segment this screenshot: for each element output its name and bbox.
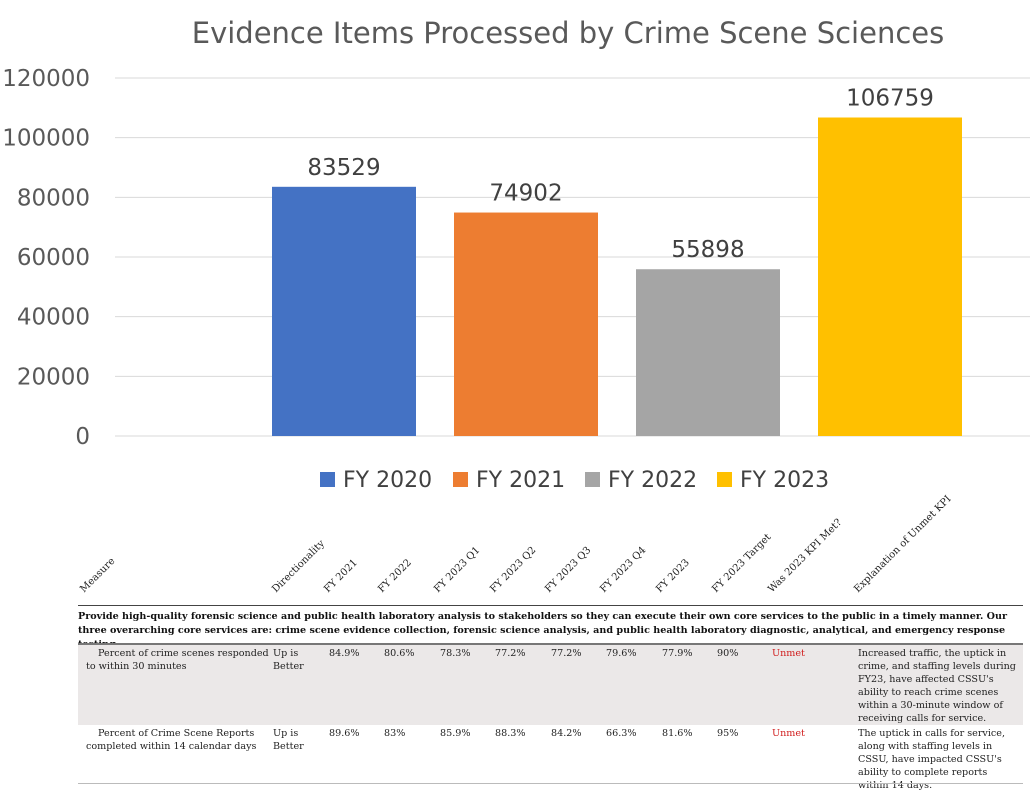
table-row: Percent of Crime Scene Reports completed… (78, 725, 1023, 791)
y-tick-label: 80000 (17, 185, 90, 211)
bars (272, 117, 962, 436)
fy2021-cell: 84.9% (329, 648, 360, 659)
measure-cell: Percent of Crime Scene Reports completed… (86, 728, 257, 752)
column-header: FY 2022 (376, 557, 414, 595)
bar-fy-2020 (272, 186, 416, 436)
legend-label: FY 2021 (476, 468, 565, 493)
table-bottom-divider (78, 783, 1023, 784)
y-tick-label: 60000 (17, 245, 90, 271)
target-cell: 95% (717, 728, 739, 739)
legend-label: FY 2020 (343, 468, 432, 493)
q1-cell: 85.9% (440, 728, 471, 739)
y-tick-label: 0 (75, 424, 90, 450)
fy2023-cell: 77.9% (662, 648, 693, 659)
data-labels: 83529 74902 55898 106759 (307, 86, 933, 264)
table-row: Percent of crime scenes responded to wit… (78, 645, 1023, 725)
target-cell: 90% (717, 648, 739, 659)
column-header: FY 2023 Q3 (543, 544, 594, 595)
column-header: FY 2023 Q2 (488, 544, 539, 595)
measure-cell: Percent of crime scenes responded to wit… (86, 648, 269, 672)
data-label: 74902 (489, 181, 562, 207)
explanation-cell: Increased traffic, the uptick in crime, … (858, 648, 1016, 724)
q3-cell: 84.2% (551, 728, 582, 739)
q2-cell: 88.3% (495, 728, 526, 739)
directionality-cell: Up is Better (273, 728, 304, 752)
fy2022-cell: 80.6% (384, 648, 415, 659)
legend-swatch (453, 472, 468, 487)
column-header: FY 2023 (654, 557, 692, 595)
legend-label: FY 2022 (608, 468, 697, 493)
fy2021-cell: 89.6% (329, 728, 360, 739)
column-header: Measure (78, 555, 118, 595)
column-header: FY 2021 (322, 557, 360, 595)
legend: FY 2020 FY 2021 FY 2022 FY 2023 (320, 468, 829, 493)
y-axis-ticks: 0 20000 40000 60000 80000 100000 120000 (2, 66, 90, 450)
bar-fy-2023 (818, 117, 962, 436)
column-header: Directionality (270, 538, 327, 595)
y-tick-label: 120000 (2, 66, 90, 92)
q2-cell: 77.2% (495, 648, 526, 659)
bar-fy-2021 (454, 212, 598, 436)
legend-swatch (320, 472, 335, 487)
data-label: 83529 (307, 155, 380, 181)
kpi-met-cell: Unmet (772, 728, 805, 739)
column-header: FY 2023 Q1 (432, 544, 483, 595)
bar-fy-2022 (636, 269, 780, 436)
legend-swatch (585, 472, 600, 487)
q4-cell: 79.6% (606, 648, 637, 659)
kpi-met-cell: Unmet (772, 648, 805, 659)
band-divider (78, 643, 1023, 645)
explanation-cell: The uptick in calls for service, along w… (858, 728, 1006, 791)
legend-label: FY 2023 (740, 468, 829, 493)
q3-cell: 77.2% (551, 648, 582, 659)
fy2022-cell: 83% (384, 728, 406, 739)
column-header: FY 2023 Target (710, 531, 774, 595)
legend-swatch (717, 472, 732, 487)
y-tick-label: 20000 (17, 364, 90, 390)
directionality-cell: Up is Better (273, 648, 304, 672)
header-divider (78, 605, 1023, 606)
bar-chart: Evidence Items Processed by Crime Scene … (2, 16, 1030, 493)
y-tick-label: 40000 (17, 305, 90, 331)
data-label: 106759 (846, 86, 934, 112)
data-label: 55898 (671, 237, 744, 263)
kpi-table: Measure Directionality FY 2021 FY 2022 FY 20… (0, 494, 1030, 791)
q4-cell: 66.3% (606, 728, 637, 739)
fy2023-cell: 81.6% (662, 728, 693, 739)
column-header: FY 2023 Q4 (598, 544, 649, 595)
chart-title: Evidence Items Processed by Crime Scene … (192, 16, 945, 50)
q1-cell: 78.3% (440, 648, 471, 659)
y-tick-label: 100000 (2, 126, 90, 152)
